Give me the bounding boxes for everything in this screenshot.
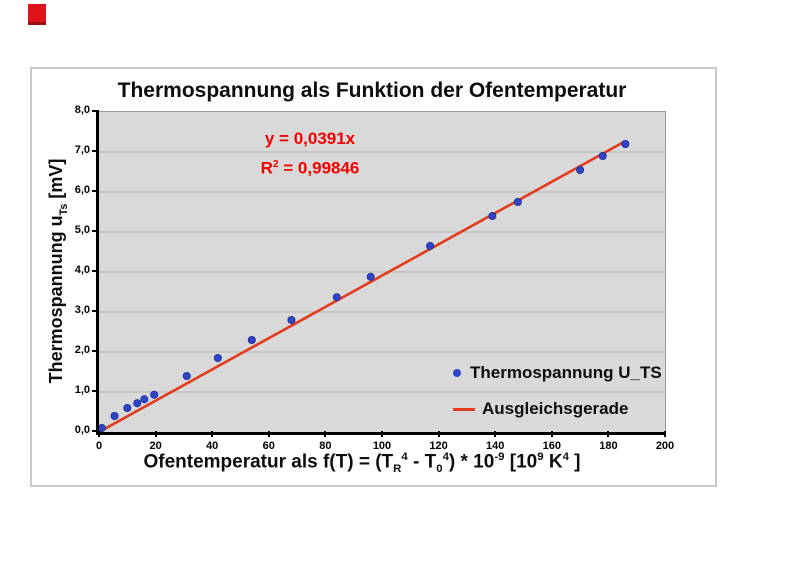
data-point bbox=[123, 403, 132, 412]
legend: Thermospannung U_TS Ausgleichsgerade bbox=[447, 362, 662, 434]
trend-equation: y = 0,0391x R2 = 0,99846 bbox=[185, 126, 435, 182]
y-tick-mark bbox=[92, 270, 99, 272]
y-tick-mark bbox=[92, 110, 99, 112]
y-tick-mark bbox=[92, 150, 99, 152]
y-tick-label: 1,0 bbox=[74, 384, 90, 396]
y-tick-label: 2,0 bbox=[74, 344, 90, 356]
x-tick-mark bbox=[211, 431, 214, 437]
plot-area: y = 0,0391x R2 = 0,99846 Thermospannung … bbox=[96, 111, 666, 435]
x-tick-mark bbox=[324, 431, 327, 437]
data-point bbox=[140, 395, 149, 404]
red-square-overlay bbox=[28, 4, 46, 25]
x-tick-mark bbox=[607, 431, 610, 437]
x-tick-label: 180 bbox=[599, 440, 618, 452]
chart-area: Thermospannung als Funktion der Ofentemp… bbox=[30, 67, 717, 487]
y-tick-mark bbox=[92, 190, 99, 192]
x-tick-mark bbox=[381, 431, 383, 437]
legend-item-series: Thermospannung U_TS bbox=[447, 362, 662, 384]
trendline-marker-icon bbox=[453, 407, 475, 411]
y-tick-mark bbox=[92, 230, 99, 232]
x-tick-mark bbox=[98, 431, 100, 437]
y-tick-label: 3,0 bbox=[74, 304, 90, 316]
data-point bbox=[99, 424, 106, 432]
plot-canvas bbox=[99, 139, 665, 432]
x-tick-label: 20 bbox=[149, 440, 162, 452]
x-tick-label: 60 bbox=[262, 440, 275, 452]
x-tick-mark bbox=[154, 431, 157, 437]
data-point bbox=[621, 139, 630, 148]
legend-label-trend: Ausgleichsgerade bbox=[482, 399, 629, 418]
r-squared-line: R2 = 0,99846 bbox=[260, 158, 360, 178]
x-tick-label: 160 bbox=[542, 440, 561, 452]
y-tick-mark bbox=[92, 390, 99, 392]
x-tick-mark bbox=[494, 431, 497, 437]
y-tick-mark bbox=[92, 350, 99, 352]
data-point bbox=[182, 371, 191, 380]
legend-item-trend: Ausgleichsgerade bbox=[447, 398, 662, 420]
x-axis-title: Ofentemperatur als f(T) = (TR4 - T04) * … bbox=[143, 451, 581, 476]
x-tick-mark bbox=[267, 431, 270, 437]
data-point bbox=[247, 335, 256, 344]
x-tick-mark bbox=[437, 431, 440, 437]
data-point bbox=[488, 212, 497, 221]
data-point bbox=[576, 166, 585, 175]
x-tick-label: 100 bbox=[372, 440, 392, 452]
data-point bbox=[133, 399, 142, 408]
y-tick-mark bbox=[92, 310, 99, 312]
y-tick-label: 4,0 bbox=[74, 264, 90, 276]
data-point bbox=[366, 272, 375, 281]
x-tick-label: 80 bbox=[319, 440, 332, 452]
x-tick-mark bbox=[664, 431, 666, 437]
y-tick-label: 0,0 bbox=[74, 424, 90, 436]
x-tick-label: 40 bbox=[206, 440, 219, 452]
x-tick-mark bbox=[550, 431, 553, 437]
scatter-marker-icon bbox=[453, 369, 461, 377]
x-tick-label: 140 bbox=[486, 440, 505, 452]
trend-line bbox=[99, 140, 625, 432]
data-point bbox=[598, 152, 607, 161]
y-tick-label: 5,0 bbox=[74, 224, 90, 236]
data-point bbox=[513, 198, 522, 207]
chart-title: Thermospannung als Funktion der Ofentemp… bbox=[117, 79, 627, 102]
x-tick-label: 200 bbox=[655, 440, 675, 452]
x-tick-label: 0 bbox=[95, 440, 103, 452]
data-point bbox=[426, 241, 435, 250]
data-point bbox=[213, 353, 222, 362]
data-point bbox=[110, 411, 119, 420]
y-tick-label: 7,0 bbox=[74, 144, 90, 156]
y-tick-label: 8,0 bbox=[74, 104, 90, 116]
data-point bbox=[150, 390, 159, 399]
x-tick-label: 120 bbox=[429, 440, 448, 452]
data-point bbox=[287, 315, 296, 324]
y-tick-mark bbox=[92, 430, 99, 432]
legend-label-series: Thermospannung U_TS bbox=[470, 363, 662, 382]
equation-line: y = 0,0391x bbox=[264, 129, 356, 148]
data-point bbox=[332, 293, 341, 302]
y-tick-label: 6,0 bbox=[74, 184, 90, 196]
